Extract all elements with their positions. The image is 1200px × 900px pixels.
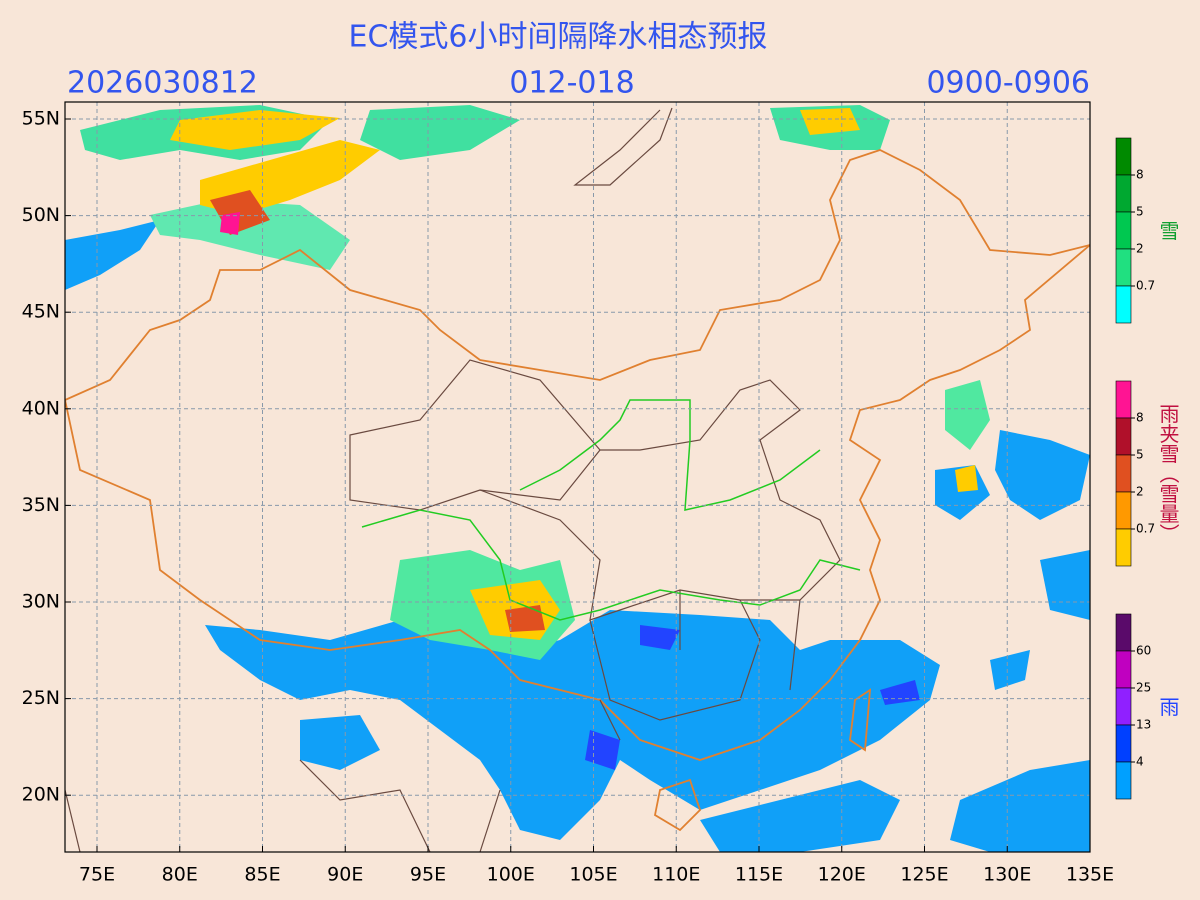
color-swatch (1115, 417, 1132, 456)
color-swatch (1115, 650, 1132, 689)
color-swatch (1115, 285, 1132, 324)
legend-level: 2 (1136, 485, 1144, 499)
color-swatch (1115, 380, 1132, 419)
legend-level: 5 (1136, 205, 1144, 219)
sleet-patch (220, 212, 240, 235)
lon-label: 110E (652, 864, 700, 886)
color-swatch (1115, 528, 1132, 567)
map-frame (64, 101, 1091, 853)
lat-label: 20N (22, 784, 60, 806)
rain-patch (205, 610, 940, 840)
rain-core (640, 625, 680, 650)
color-swatch (1115, 211, 1132, 250)
color-swatch (1115, 137, 1132, 176)
lon-label: 135E (1066, 864, 1114, 886)
lon-label: 80E (162, 864, 198, 886)
legend-label: 雪 (1156, 221, 1180, 241)
lon-label: 130E (983, 864, 1031, 886)
lon-label: 125E (900, 864, 948, 886)
legend-level: 2 (1136, 242, 1144, 256)
lon-label: 75E (79, 864, 115, 886)
lat-label: 55N (22, 108, 60, 130)
province-border (349, 359, 601, 511)
valid-time: 0900-0906 (926, 66, 1090, 101)
lat-label: 35N (22, 494, 60, 516)
legend-level: 25 (1136, 681, 1151, 695)
lat-label: 30N (22, 591, 60, 613)
rain-core (880, 680, 920, 705)
lon-label: 105E (569, 864, 617, 886)
forecast-hours: 012-018 (509, 66, 634, 101)
color-swatch (1115, 174, 1132, 213)
rain-patch (65, 220, 160, 290)
rain-patch (300, 715, 380, 770)
lat-label: 25N (22, 687, 60, 709)
legend-level: 8 (1136, 168, 1144, 182)
sleet-patch (800, 108, 860, 135)
color-swatch (1115, 454, 1132, 493)
title: EC模式6小时间隔降水相态预报 (349, 20, 768, 55)
map-area (65, 102, 1090, 852)
rain-patch (950, 760, 1090, 852)
outline (65, 107, 673, 852)
province-border (479, 379, 841, 621)
sleet-patch (170, 110, 340, 150)
legend-level: 0.7 (1136, 279, 1155, 293)
legend-level: 4 (1136, 755, 1144, 769)
lon-label: 85E (244, 864, 280, 886)
rain-area (65, 220, 1090, 852)
legend-level: 8 (1136, 411, 1144, 425)
graticule (65, 102, 1090, 852)
province-border (589, 590, 801, 741)
lon-label: 90E (327, 864, 363, 886)
snow-patch (945, 380, 990, 450)
national-border (65, 149, 1090, 401)
sleet-patch (505, 605, 545, 632)
legend-level: 60 (1136, 644, 1151, 658)
national-border (65, 244, 1090, 761)
rain-patch (990, 650, 1030, 690)
island-border (653, 778, 702, 832)
lon-label: 115E (735, 864, 783, 886)
lon-label: 100E (487, 864, 535, 886)
color-swatch (1115, 761, 1132, 800)
lat-label: 45N (22, 301, 60, 323)
legend-label: 雨夹雪（雪量） (1156, 404, 1180, 544)
island-border (849, 688, 872, 752)
sleet-patch (955, 465, 978, 492)
rain-patch (995, 430, 1090, 520)
river (361, 399, 861, 621)
color-swatch (1115, 687, 1132, 726)
axis-labels: 75E 80E 85E 90E 95E 100E 105E 110E 115E 120E 125E 1… (22, 108, 1115, 886)
rain-patch (700, 780, 900, 852)
color-swatch (1115, 248, 1132, 287)
init-time: 2026030812 (67, 66, 258, 101)
color-swatch (1115, 491, 1132, 530)
snow-patch (150, 200, 350, 270)
legend-level: 0.7 (1136, 522, 1155, 536)
lon-label: 95E (410, 864, 446, 886)
legend-level: 13 (1136, 718, 1151, 732)
lat-label: 50N (22, 204, 60, 226)
legend-label: 雨 (1156, 697, 1180, 717)
legend-level: 5 (1136, 448, 1144, 462)
sleet-area (170, 108, 978, 640)
color-swatch (1115, 613, 1132, 652)
lat-label: 40N (22, 397, 60, 419)
lon-label: 120E (818, 864, 866, 886)
color-swatch (1115, 724, 1132, 763)
